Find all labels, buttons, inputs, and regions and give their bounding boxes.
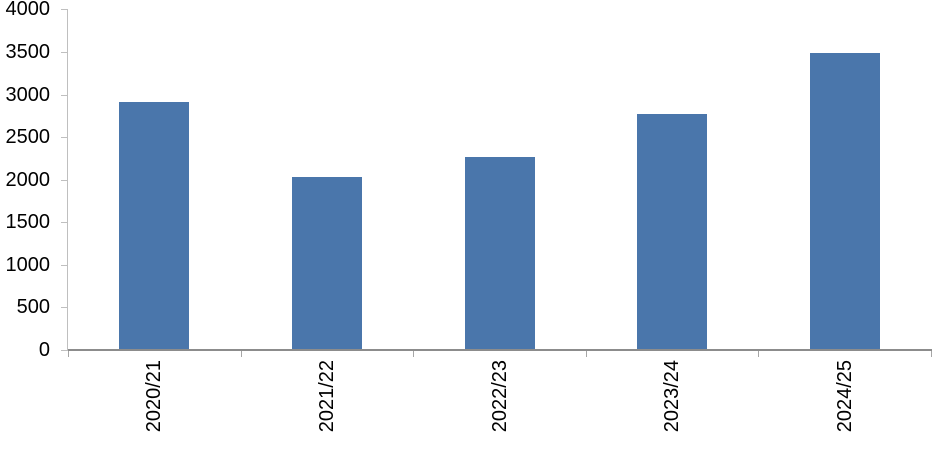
y-axis-tick — [61, 307, 68, 308]
x-axis-label: 2020/21 — [143, 360, 165, 433]
y-axis-tick — [61, 180, 68, 181]
x-axis-label: 2022/23 — [489, 360, 511, 433]
x-axis-tick — [413, 351, 414, 357]
y-axis-tick — [61, 137, 68, 138]
y-axis-tick-label: 3500 — [5, 41, 51, 63]
y-axis-tick-label: 0 — [38, 339, 50, 361]
x-axis-tick — [586, 351, 587, 357]
y-axis-tick-label: 3000 — [5, 84, 51, 106]
y-axis-tick — [61, 95, 68, 96]
x-axis-tick — [758, 351, 759, 357]
y-axis-tick — [61, 265, 68, 266]
x-axis-label: 2024/25 — [834, 360, 856, 433]
y-axis-tick-label: 2500 — [5, 126, 51, 148]
bar — [119, 102, 189, 350]
x-axis-tick — [241, 351, 242, 357]
bar — [292, 177, 362, 350]
x-axis-tick — [931, 351, 932, 357]
x-axis-label: 2023/24 — [661, 360, 683, 433]
y-axis-tick-label: 2000 — [5, 169, 51, 191]
bar — [810, 53, 880, 350]
y-axis-tick-label: 500 — [16, 296, 50, 318]
x-axis-line — [68, 349, 932, 351]
y-axis-tick-label: 1500 — [5, 211, 51, 233]
y-axis-tick — [61, 52, 68, 53]
bar — [637, 114, 707, 350]
y-axis-tick — [61, 9, 68, 10]
y-axis-tick-label: 4000 — [5, 0, 51, 20]
y-axis-tick — [61, 350, 68, 351]
y-axis-line — [67, 9, 68, 351]
y-axis-tick-label: 1000 — [5, 254, 51, 276]
y-axis-tick — [61, 222, 68, 223]
x-axis-label: 2021/22 — [316, 360, 338, 433]
bar — [465, 157, 535, 350]
x-axis-tick — [68, 351, 69, 357]
